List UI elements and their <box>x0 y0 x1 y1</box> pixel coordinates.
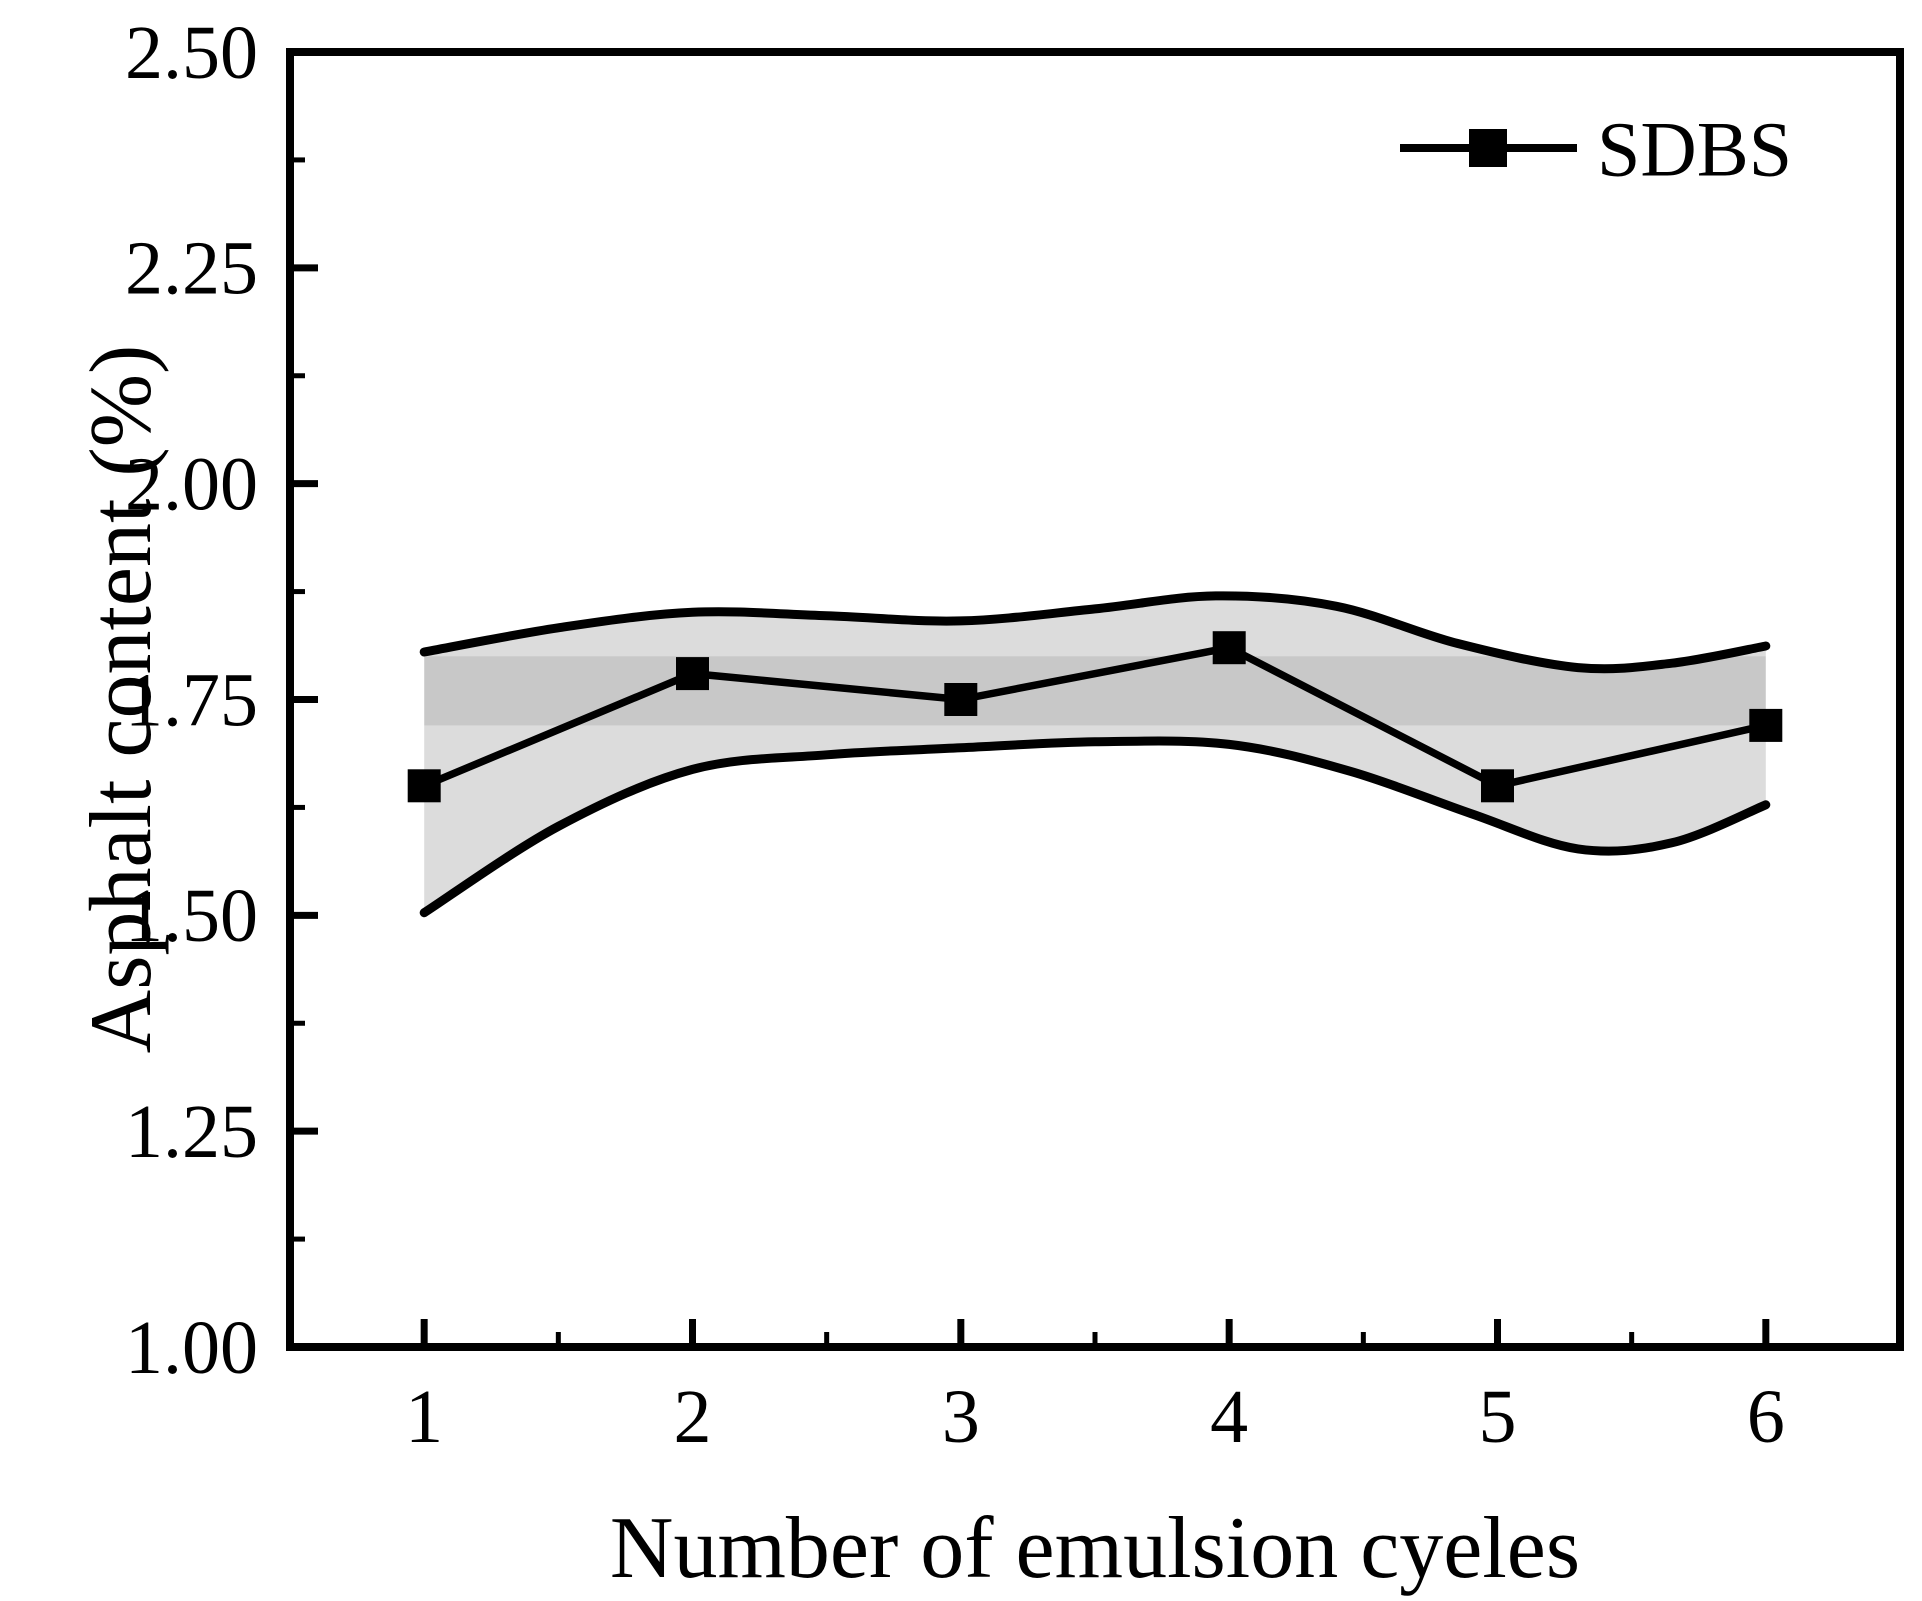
y-tick-label: 2.50 <box>125 11 258 95</box>
y-tick-label: 1.25 <box>125 1090 258 1174</box>
x-tick-label: 3 <box>942 1375 980 1459</box>
plot-frame <box>286 48 1904 1351</box>
data-point-marker <box>676 657 709 691</box>
axis-tick-labels: 1.00 1.25 1.50 1.75 2.00 2.25 2.50 1 2 3 4 5 6 <box>125 11 1785 1459</box>
band-lower-curve <box>419 736 1771 918</box>
x-tick-label: 2 <box>674 1375 712 1459</box>
data-point-marker <box>944 683 978 716</box>
data-point-marker <box>1481 769 1514 803</box>
band-boundary-curves <box>419 591 1771 918</box>
data-point-marker <box>1212 631 1246 665</box>
x-tick-label: 5 <box>1479 1375 1517 1459</box>
data-point-marker <box>407 769 441 803</box>
legend-label: SDBS <box>1597 105 1792 192</box>
x-axis-title: Number of emulsion cyeles <box>610 1500 1580 1597</box>
data-point-marker <box>1749 708 1783 742</box>
y-tick-label: 2.25 <box>125 227 258 311</box>
confidence-band-fill <box>424 595 1766 913</box>
legend: SDBS <box>1400 105 1792 192</box>
y-tick-label: 1.50 <box>125 874 258 958</box>
data-line <box>422 643 1767 790</box>
x-tick-label: 4 <box>1210 1375 1248 1459</box>
y-tick-label: 1.00 <box>125 1306 258 1390</box>
y-tick-label: 2.00 <box>125 443 258 527</box>
x-tick-label: 6 <box>1747 1375 1785 1459</box>
y-axis-title: Asphalt content (%) <box>73 345 170 1054</box>
y-tick-label: 1.75 <box>125 658 258 742</box>
x-tick-label: 1 <box>405 1375 443 1459</box>
data-series-sdbs <box>407 631 1783 803</box>
band-upper-curve <box>419 591 1771 674</box>
legend-marker-square <box>1469 129 1507 167</box>
